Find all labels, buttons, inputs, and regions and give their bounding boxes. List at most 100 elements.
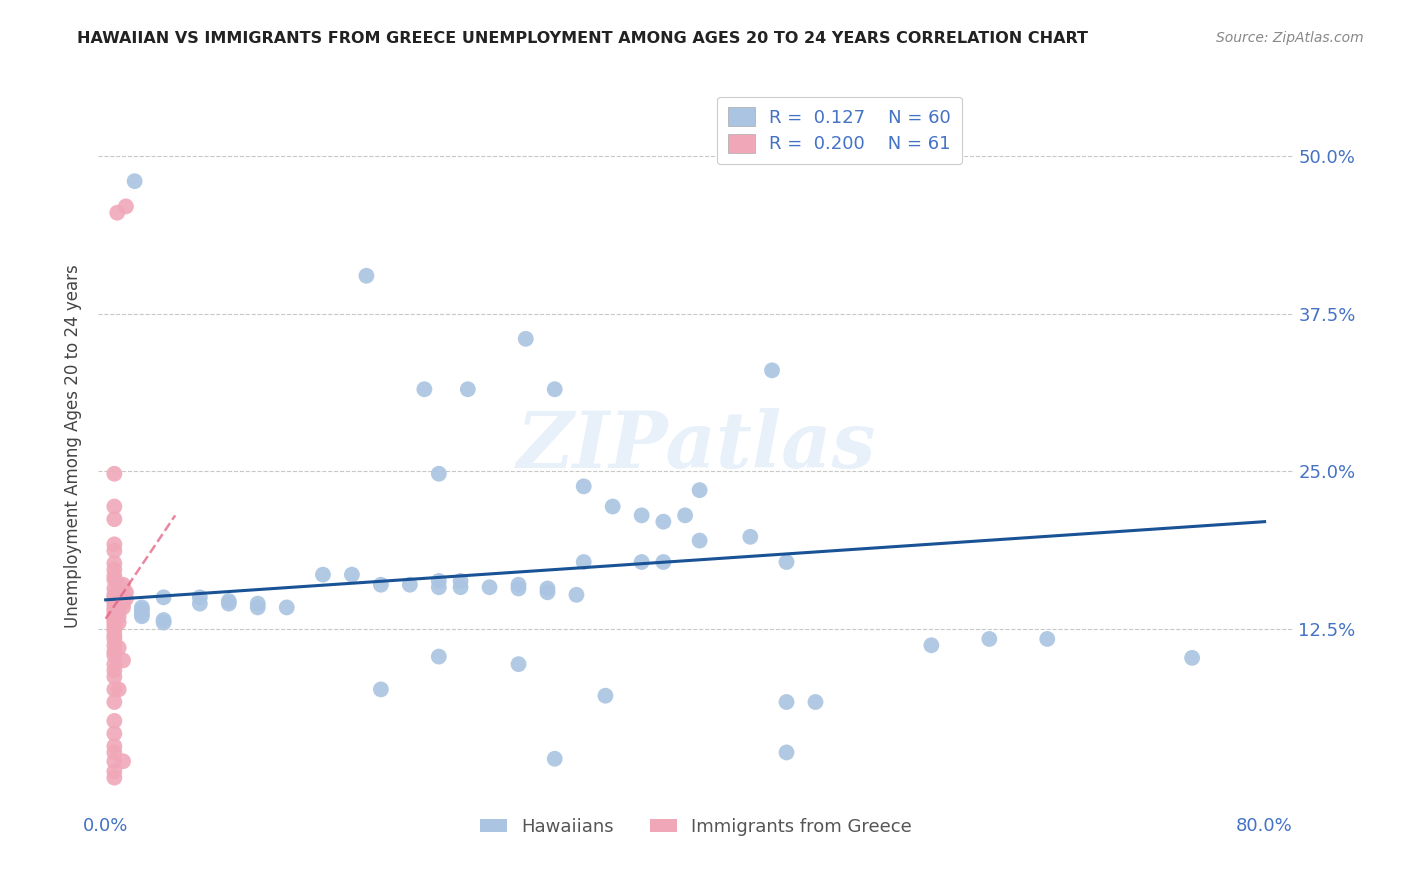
Point [740, 530, 762, 544]
Point [103, 613, 125, 627]
Point [131, 603, 153, 617]
Point [107, 615, 129, 630]
Point [107, 603, 129, 617]
Point [131, 609, 153, 624]
Point [152, 591, 174, 605]
Point [112, 578, 135, 592]
Point [103, 644, 125, 658]
Point [107, 591, 129, 605]
Point [103, 543, 125, 558]
Point [103, 597, 125, 611]
Point [103, 726, 125, 740]
Point [103, 537, 125, 551]
Point [920, 638, 942, 652]
Point [652, 555, 675, 569]
Point [188, 591, 211, 605]
Point [761, 363, 783, 377]
Point [103, 512, 125, 526]
Point [450, 574, 472, 588]
Point [565, 588, 588, 602]
Point [544, 752, 567, 766]
Point [131, 600, 153, 615]
Point [112, 754, 135, 768]
Point [544, 382, 567, 396]
Point [572, 555, 595, 569]
Point [218, 597, 240, 611]
Point [112, 591, 135, 606]
Point [413, 382, 436, 396]
Point [112, 582, 135, 596]
Point [103, 600, 125, 615]
Point [399, 578, 422, 592]
Point [218, 594, 240, 608]
Point [630, 555, 652, 569]
Point [103, 682, 125, 697]
Point [131, 607, 153, 621]
Point [457, 382, 479, 396]
Point [775, 746, 797, 760]
Point [103, 500, 125, 514]
Point [103, 467, 125, 481]
Point [1181, 651, 1204, 665]
Point [630, 508, 652, 523]
Point [105, 205, 128, 219]
Point [103, 628, 125, 642]
Point [103, 648, 125, 663]
Point [508, 657, 530, 672]
Point [103, 632, 125, 646]
Point [246, 597, 269, 611]
Point [508, 582, 530, 596]
Point [103, 764, 125, 779]
Point [595, 689, 617, 703]
Point [673, 508, 696, 523]
Point [115, 591, 138, 606]
Point [103, 603, 125, 617]
Point [107, 682, 129, 697]
Point [103, 591, 125, 605]
Point [536, 582, 558, 596]
Point [103, 573, 125, 587]
Point [689, 533, 711, 548]
Point [152, 613, 174, 627]
Point [188, 597, 211, 611]
Point [115, 199, 138, 213]
Point [103, 582, 125, 596]
Point [370, 682, 392, 697]
Point [112, 653, 135, 667]
Point [103, 664, 125, 678]
Point [103, 569, 125, 583]
Point [103, 771, 125, 785]
Point [103, 638, 125, 652]
Point [312, 567, 335, 582]
Point [103, 670, 125, 684]
Point [107, 597, 129, 611]
Point [370, 578, 392, 592]
Point [112, 600, 135, 615]
Point [427, 574, 450, 588]
Point [515, 332, 537, 346]
Point [427, 649, 450, 664]
Point [103, 556, 125, 570]
Point [775, 555, 797, 569]
Point [427, 580, 450, 594]
Point [152, 615, 174, 630]
Point [478, 580, 501, 594]
Point [124, 174, 146, 188]
Point [103, 588, 125, 602]
Point [103, 746, 125, 760]
Point [103, 714, 125, 728]
Point [450, 580, 472, 594]
Point [103, 695, 125, 709]
Point [356, 268, 378, 283]
Point [107, 640, 129, 655]
Point [602, 500, 624, 514]
Point [103, 657, 125, 672]
Point [107, 609, 129, 624]
Point [107, 582, 129, 596]
Point [276, 600, 298, 615]
Point [103, 594, 125, 608]
Point [103, 623, 125, 637]
Point [1036, 632, 1059, 646]
Point [107, 594, 129, 608]
Point [804, 695, 827, 709]
